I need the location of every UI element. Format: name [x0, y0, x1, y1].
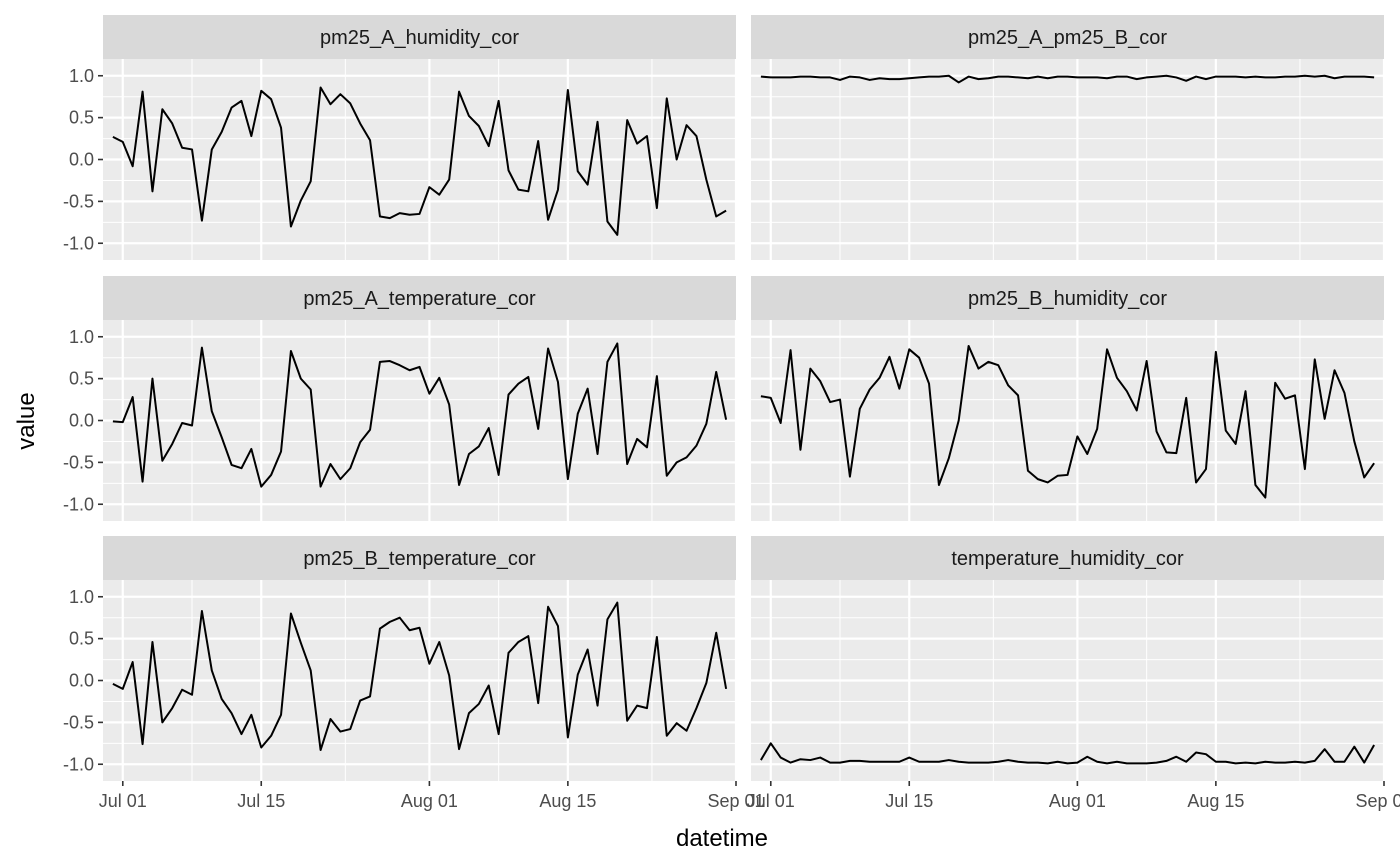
series-line	[760, 74, 1375, 84]
y-tick-label: 0.5	[69, 629, 94, 649]
series-line	[112, 601, 728, 752]
series-line	[760, 344, 1375, 499]
x-tick-label: Jul 15	[885, 791, 933, 811]
y-axis-title: value	[13, 392, 40, 449]
y-tick-label: -1.0	[63, 494, 94, 514]
facet-panel: pm25_A_temperature_cor 1.0 0.5 0.0 -0.5 -1.0	[63, 276, 738, 521]
facet-panel: pm25_A_pm25_B_cor	[751, 15, 1386, 260]
y-tick-label: 0.5	[69, 108, 94, 128]
y-tick-label: -0.5	[63, 191, 94, 211]
x-tick-label: Aug 01	[401, 791, 458, 811]
x-tick-label: Jul 01	[747, 791, 795, 811]
y-tick-label: -1.0	[63, 233, 94, 253]
y-tick-label: -0.5	[63, 452, 94, 472]
x-tick-label: Jul 15	[237, 791, 285, 811]
facet-panel: pm25_B_temperature_cor1.00.50.0-0.5-1.0J…	[63, 536, 765, 811]
facet-strip-label: pm25_A_pm25_B_cor	[968, 27, 1167, 49]
y-tick-label: 1.0	[69, 66, 94, 86]
facet-strip	[103, 276, 736, 320]
x-tick-label: Aug 15	[1187, 791, 1244, 811]
facet-strip	[751, 276, 1384, 320]
facet-strip-label: pm25_B_humidity_cor	[968, 288, 1167, 310]
y-tick-label: 1.0	[69, 587, 94, 607]
series-line	[760, 742, 1375, 765]
y-tick-label: 0.0	[69, 150, 94, 170]
x-tick-label: Aug 15	[539, 791, 596, 811]
series-line	[112, 86, 727, 236]
series-line	[112, 342, 728, 488]
y-tick-label: -1.0	[63, 754, 94, 774]
panels-layer: pm25_A_humidity_cor1.00.50.0-0.5-1.0pm25…	[63, 15, 1400, 811]
x-tick-label: Aug 01	[1049, 791, 1106, 811]
facet-panel: pm25_A_humidity_cor 1.0 0.5 0.0 -0.5 -1.0	[63, 15, 738, 260]
x-tick-label: Sep 01	[707, 791, 764, 811]
facet-strip	[103, 15, 736, 59]
facet-panel: temperature_humidity_cor Jul 01 Jul 15 Aug …	[747, 536, 1400, 811]
facet-strip-label: temperature_humidity_cor	[951, 548, 1184, 570]
facet-strip	[751, 536, 1384, 580]
y-tick-label: 0.5	[69, 369, 94, 389]
y-tick-label: 1.0	[69, 327, 94, 347]
facet-strip	[103, 536, 736, 580]
x-tick-label: Sep 01	[1355, 791, 1400, 811]
x-tick-label: Jul 01	[99, 791, 147, 811]
y-tick-label: 0.0	[69, 671, 94, 691]
facet-strip	[751, 15, 1384, 59]
y-tick-label: 0.0	[69, 411, 94, 431]
y-tick-label: -0.5	[63, 712, 94, 732]
facet-strip-label: pm25_A_temperature_cor	[303, 288, 536, 310]
facet-panel: pm25_B_humidity_cor	[751, 276, 1386, 521]
facet-strip-label: pm25_A_humidity_cor	[320, 27, 519, 49]
x-axis-title: datetime	[676, 825, 768, 852]
facet-strip-label: pm25_B_temperature_cor	[303, 548, 536, 570]
